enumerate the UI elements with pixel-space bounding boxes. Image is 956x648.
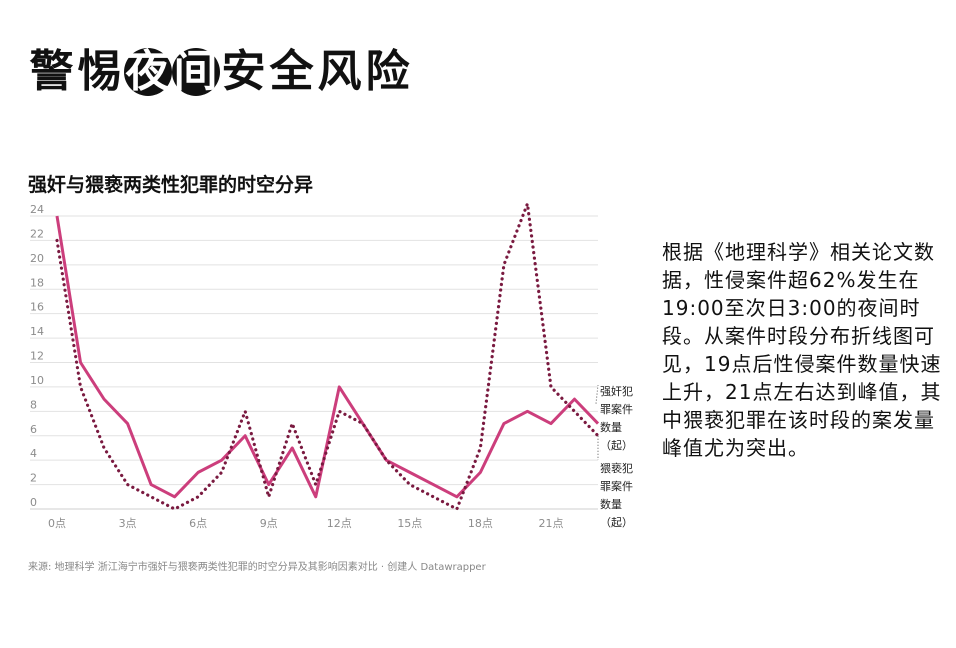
- x-tick-label: 9点: [260, 517, 278, 530]
- y-tick-label: 0: [30, 496, 37, 509]
- y-tick-label: 6: [30, 423, 37, 436]
- y-tick-label: 8: [30, 398, 37, 411]
- y-tick-label: 18: [30, 276, 44, 289]
- y-tick-label: 20: [30, 252, 44, 265]
- series-line-rape: [55, 215, 600, 499]
- y-tick-label: 12: [30, 350, 44, 363]
- series-label-line: 数量: [600, 421, 622, 434]
- y-tick-label: 22: [30, 227, 44, 240]
- headline-char: 警: [29, 46, 75, 97]
- y-tick-label: 14: [30, 325, 44, 338]
- series-label-line: 罪案件: [600, 479, 633, 493]
- headline: 警 惕 夜 间 安 全 风 险: [28, 42, 412, 102]
- headline-char: 惕: [77, 46, 123, 97]
- headline-char: 险: [365, 46, 411, 97]
- headline-char-highlighted: 间: [172, 46, 220, 97]
- headline-char: 全: [269, 46, 315, 97]
- y-tick-label: 10: [30, 374, 44, 387]
- series-label-line: 强奸犯: [600, 384, 633, 398]
- y-tick-label: 4: [30, 447, 37, 460]
- x-tick-label: 15点: [397, 517, 422, 530]
- y-tick-label: 2: [30, 472, 37, 485]
- series-line-molest: [55, 202, 600, 511]
- series-label-line: （起）: [600, 516, 633, 529]
- chart-title: 强奸与猥亵两类性犯罪的时空分异: [28, 174, 314, 196]
- series-label-line: 数量: [600, 498, 622, 511]
- headline-char: 安: [221, 46, 267, 97]
- source-note: 来源: 地理科学 浙江海宁市强奸与猥亵两类性犯罪的时空分异及其影响因素对比 · …: [28, 562, 486, 573]
- series-label-line: （起）: [600, 439, 633, 452]
- x-tick-label: 3点: [119, 517, 137, 530]
- x-tick-label: 12点: [327, 517, 352, 530]
- x-tick-label: 18点: [468, 517, 493, 530]
- x-tick-label: 6点: [189, 517, 207, 530]
- series-label-leader: [595, 384, 599, 404]
- headline-char-highlighted: 夜: [124, 46, 172, 97]
- side-note: 根据《地理科学》相关论文数据，性侵案件超62%发生在19:00至次日3:00的夜…: [662, 240, 942, 460]
- x-tick-label: 0点: [48, 517, 66, 530]
- series-label-line: 罪案件: [600, 402, 633, 416]
- y-tick-label: 24: [30, 203, 44, 216]
- y-tick-label: 16: [30, 301, 44, 314]
- x-tick-label: 21点: [538, 517, 563, 530]
- series-label-line: 猥亵犯: [600, 461, 633, 475]
- headline-char: 风: [317, 46, 363, 97]
